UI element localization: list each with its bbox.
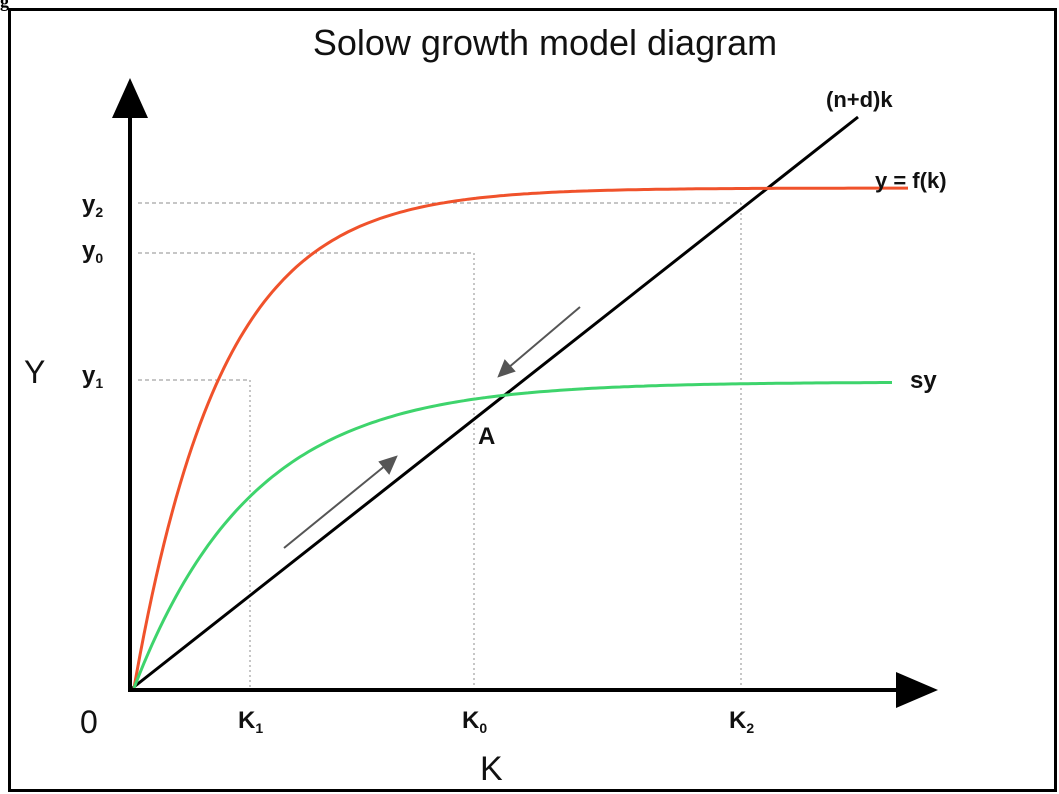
savings-curve-label: sy xyxy=(910,367,937,394)
y-axis-label: Y xyxy=(24,354,45,390)
k1-label: K1 xyxy=(238,707,263,736)
arrow-up-head-icon xyxy=(378,455,398,475)
x-axis-arrow-icon xyxy=(896,672,938,708)
arrow-down-head-icon xyxy=(497,359,516,378)
production-curve xyxy=(132,186,908,689)
y-axis-arrow-icon xyxy=(112,78,148,118)
diagram-frame xyxy=(8,8,1057,792)
arrow-up-path xyxy=(283,464,387,549)
steady-state-label: A xyxy=(478,423,495,450)
origin-label: 0 xyxy=(80,704,98,740)
y0-label: y0 xyxy=(82,237,103,266)
diagram-title: Solow growth model diagram xyxy=(313,22,777,63)
savings-curve xyxy=(132,381,892,689)
depreciation-line xyxy=(129,115,859,692)
production-curve-label: y = f(k) xyxy=(875,168,947,193)
y2-label: y2 xyxy=(82,191,103,220)
x-axis-label: K xyxy=(480,750,503,788)
corner-label: g xyxy=(0,0,11,10)
depreciation-line-label: (n+d)k xyxy=(826,87,893,112)
k0-label: K0 xyxy=(462,707,487,736)
y1-label: y1 xyxy=(82,362,103,391)
arrow-down-path xyxy=(507,306,581,369)
k2-label: K2 xyxy=(729,707,754,736)
